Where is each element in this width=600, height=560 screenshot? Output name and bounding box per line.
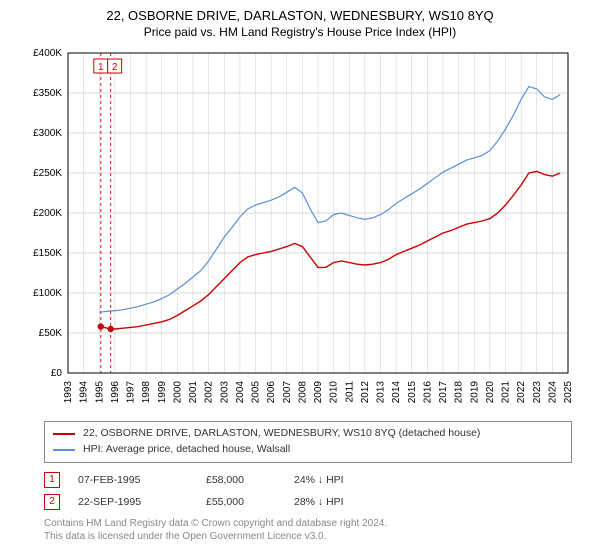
svg-text:£150K: £150K (33, 248, 62, 259)
legend-swatch (53, 449, 75, 451)
svg-text:2025: 2025 (563, 381, 574, 404)
svg-text:2011: 2011 (344, 381, 355, 403)
svg-text:2013: 2013 (376, 381, 387, 404)
svg-text:2021: 2021 (501, 381, 512, 404)
svg-text:1: 1 (98, 62, 104, 73)
svg-text:£350K: £350K (33, 88, 62, 99)
legend-label: 22, OSBORNE DRIVE, DARLASTON, WEDNESBURY… (83, 426, 480, 442)
svg-text:2019: 2019 (469, 381, 480, 404)
legend-item: HPI: Average price, detached house, Wals… (53, 442, 563, 458)
svg-text:1998: 1998 (141, 381, 152, 404)
svg-text:2004: 2004 (235, 381, 246, 404)
svg-text:2024: 2024 (547, 381, 558, 404)
record-date: 07-FEB-1995 (78, 474, 188, 486)
svg-text:2007: 2007 (282, 381, 293, 404)
svg-text:2020: 2020 (485, 381, 496, 404)
record-date: 22-SEP-1995 (78, 496, 188, 508)
svg-text:2000: 2000 (172, 381, 183, 404)
legend-label: HPI: Average price, detached house, Wals… (83, 442, 290, 458)
svg-text:£250K: £250K (33, 168, 62, 179)
svg-text:2018: 2018 (454, 381, 465, 404)
line-chart-svg: £0 £50K £100K £150K £200K £250K £300K £350K £400… (20, 43, 580, 413)
svg-text:1997: 1997 (126, 381, 137, 404)
record-marker: 2 (44, 494, 60, 510)
credit-line-2: This data is licensed under the Open Gov… (44, 530, 572, 543)
chart-container: 22, OSBORNE DRIVE, DARLASTON, WEDNESBURY… (0, 0, 600, 560)
svg-text:2016: 2016 (422, 381, 433, 404)
svg-text:2001: 2001 (188, 381, 199, 404)
svg-text:2012: 2012 (360, 381, 371, 404)
record-delta: 28% ↓ HPI (294, 496, 394, 508)
svg-text:2022: 2022 (516, 381, 527, 404)
svg-text:1993: 1993 (63, 381, 74, 404)
svg-text:2: 2 (112, 62, 118, 73)
chart-subtitle: Price paid vs. HM Land Registry's House … (0, 23, 600, 43)
legend-swatch (53, 433, 75, 435)
svg-text:£50K: £50K (39, 328, 63, 339)
svg-text:2017: 2017 (438, 381, 449, 404)
svg-text:2014: 2014 (391, 381, 402, 404)
svg-text:2008: 2008 (297, 381, 308, 404)
svg-text:2010: 2010 (329, 381, 340, 404)
credit-text: Contains HM Land Registry data © Crown c… (44, 517, 572, 543)
credit-line-1: Contains HM Land Registry data © Crown c… (44, 517, 572, 530)
svg-text:£400K: £400K (33, 48, 62, 59)
chart-area: £0 £50K £100K £150K £200K £250K £300K £350K £400… (20, 43, 580, 413)
svg-text:£200K: £200K (33, 208, 62, 219)
transaction-records: 1 07-FEB-1995 £58,000 24% ↓ HPI 2 22-SEP-1995… (44, 469, 572, 513)
record-price: £55,000 (206, 496, 276, 508)
svg-text:£100K: £100K (33, 288, 62, 299)
svg-text:£300K: £300K (33, 128, 62, 139)
svg-text:2009: 2009 (313, 381, 324, 404)
svg-text:2015: 2015 (407, 381, 418, 404)
svg-text:1995: 1995 (94, 381, 105, 404)
svg-text:2003: 2003 (219, 381, 230, 404)
svg-text:£0: £0 (51, 368, 63, 379)
record-row: 1 07-FEB-1995 £58,000 24% ↓ HPI (44, 469, 572, 491)
record-row: 2 22-SEP-1995 £55,000 28% ↓ HPI (44, 491, 572, 513)
svg-text:1994: 1994 (79, 381, 90, 404)
record-delta: 24% ↓ HPI (294, 474, 394, 486)
svg-text:1999: 1999 (157, 381, 168, 404)
svg-text:1996: 1996 (110, 381, 121, 404)
record-marker: 1 (44, 472, 60, 488)
legend-box: 22, OSBORNE DRIVE, DARLASTON, WEDNESBURY… (44, 421, 572, 463)
svg-text:2005: 2005 (251, 381, 262, 404)
svg-text:2006: 2006 (266, 381, 277, 404)
record-price: £58,000 (206, 474, 276, 486)
svg-text:2002: 2002 (204, 381, 215, 404)
chart-title: 22, OSBORNE DRIVE, DARLASTON, WEDNESBURY… (0, 0, 600, 23)
svg-text:2023: 2023 (532, 381, 543, 404)
legend-item: 22, OSBORNE DRIVE, DARLASTON, WEDNESBURY… (53, 426, 563, 442)
